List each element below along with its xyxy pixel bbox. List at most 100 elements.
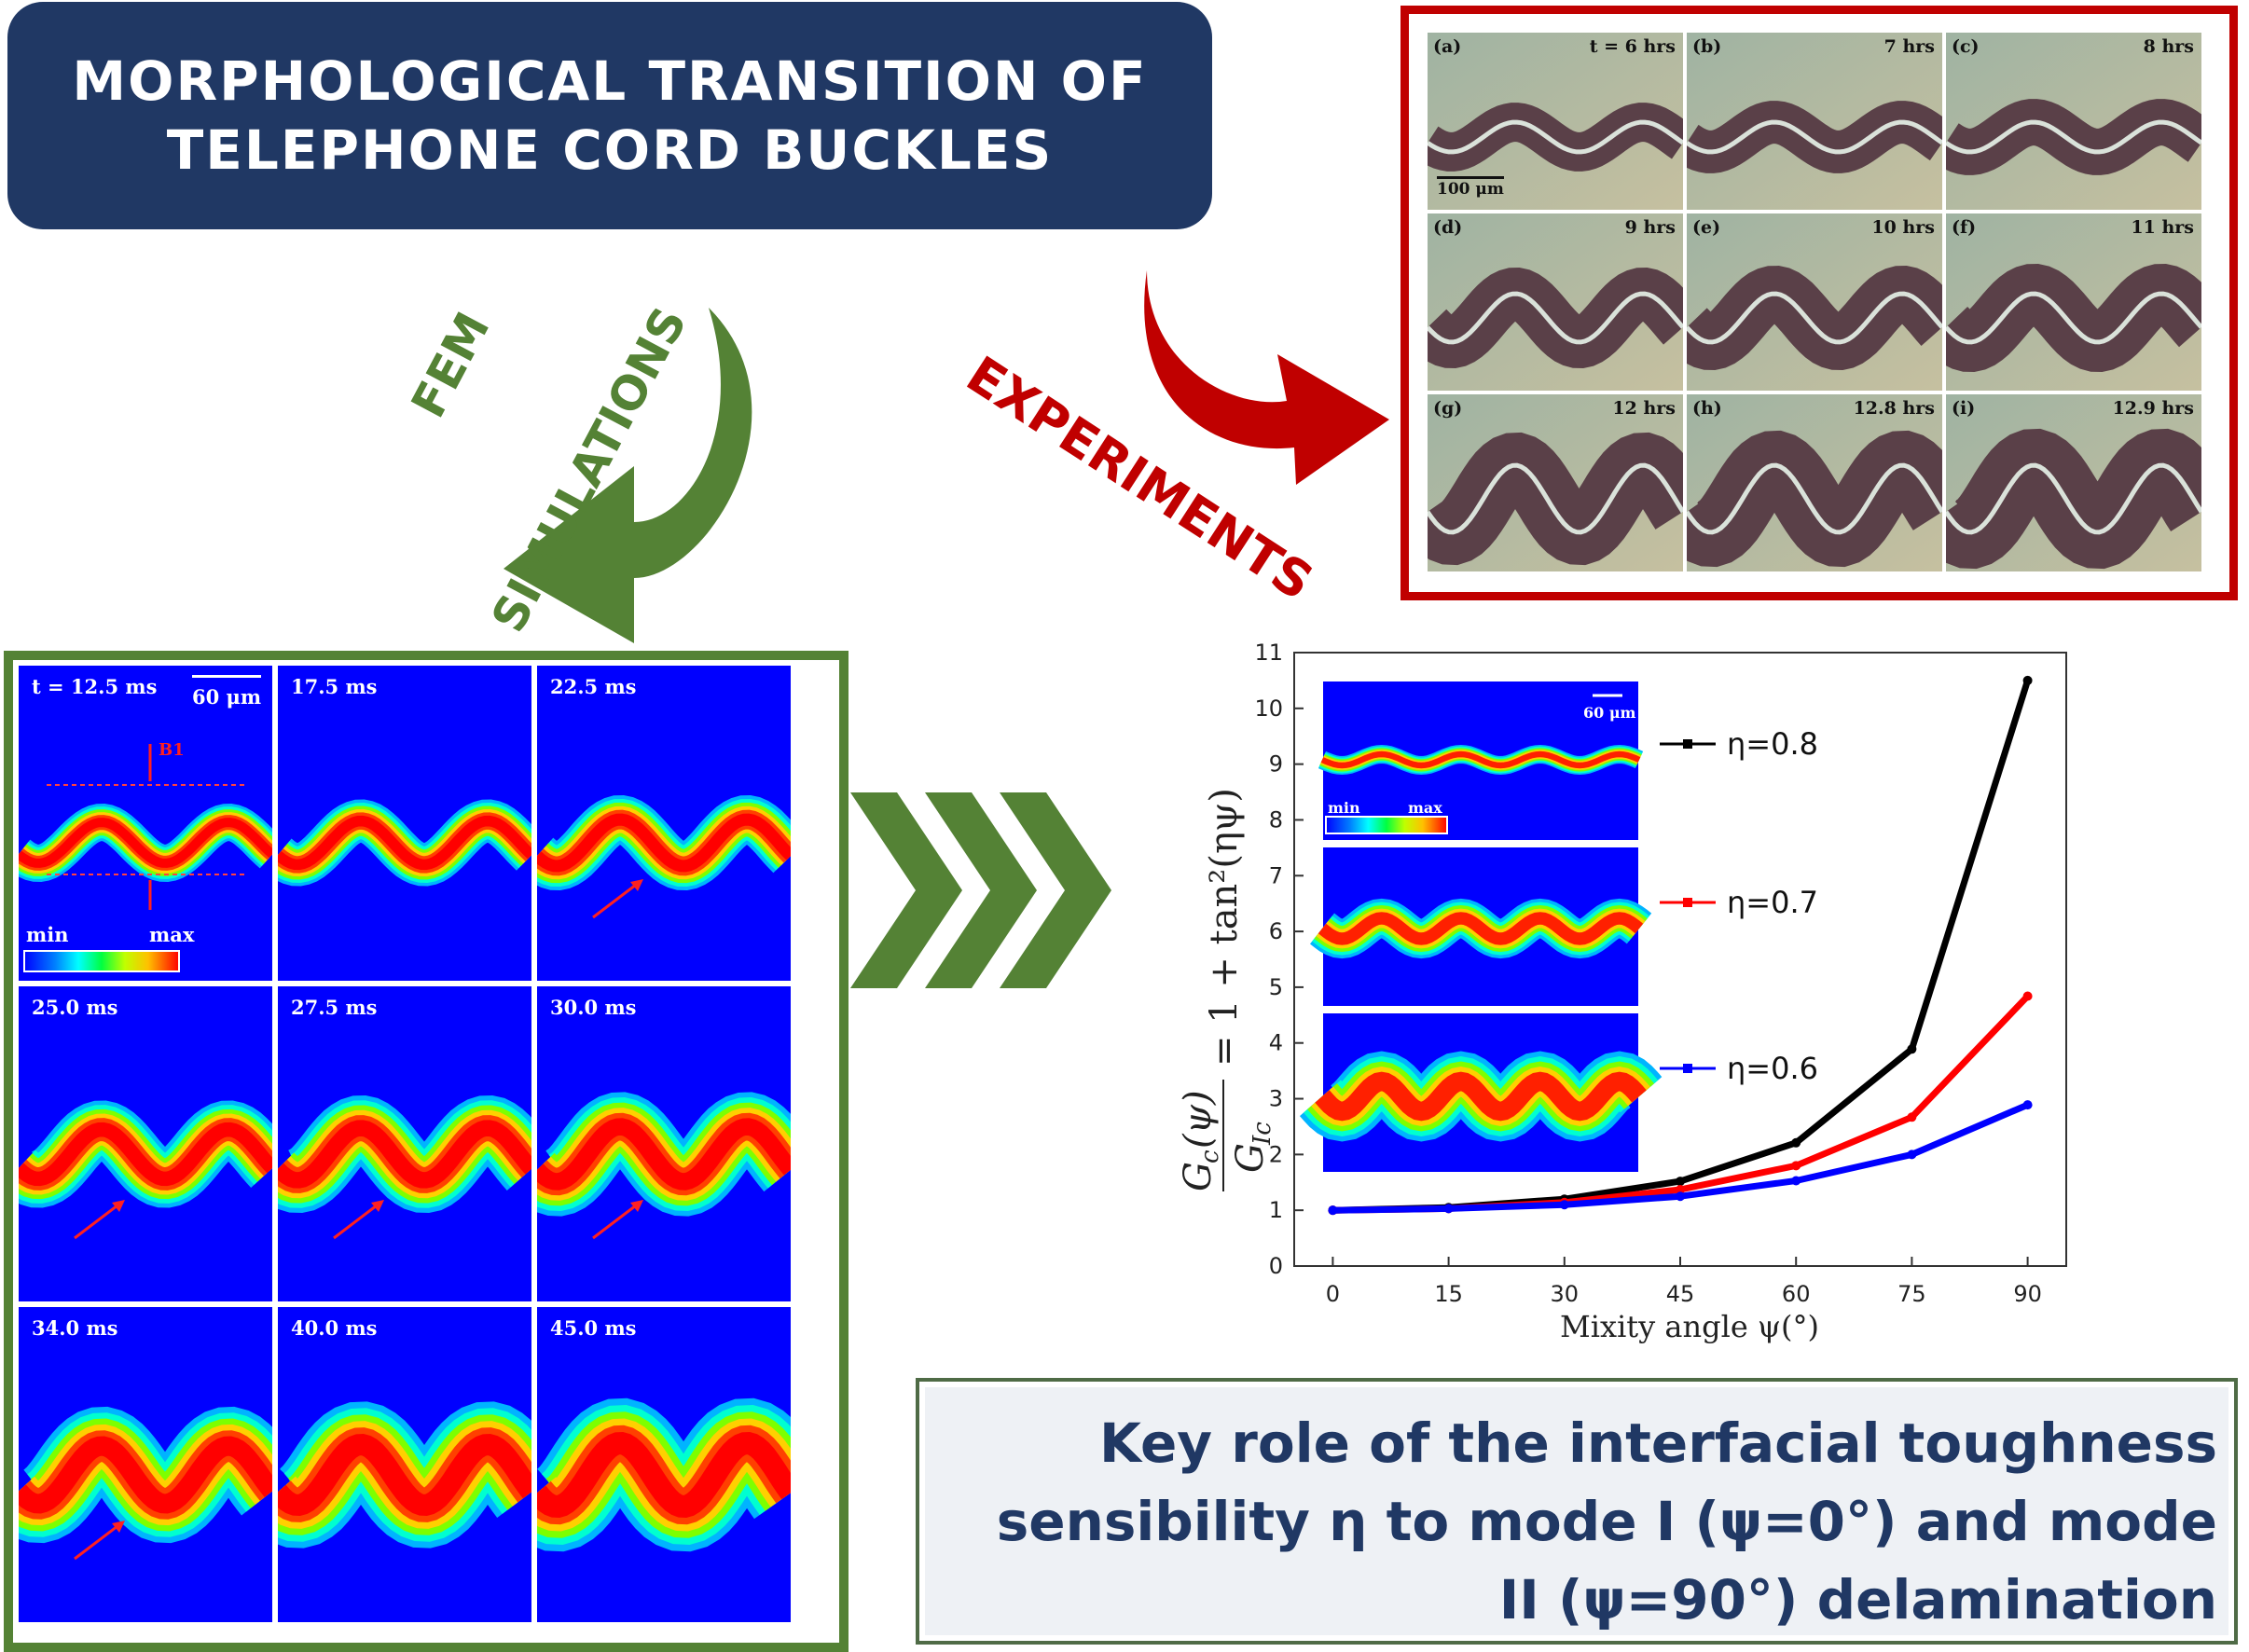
x-tick-label: 90 (2013, 1281, 2042, 1307)
series-point (1791, 1161, 1801, 1171)
key-message-box: Key role of the interfacial toughness se… (916, 1378, 2238, 1645)
legend-marker (1683, 898, 1692, 907)
micrograph (1946, 394, 2201, 571)
panel-id-label: (a) (1433, 36, 1462, 57)
panel-id-label: (f) (1952, 217, 1977, 238)
title-line-1: MORPHOLOGICAL TRANSITION OF (72, 49, 1148, 113)
colorbar-min-label: min (26, 923, 69, 946)
panel-time-label: 9 hrs (1624, 217, 1676, 238)
y-tick-label: 3 (1269, 1086, 1283, 1112)
series-point (1791, 1137, 1801, 1148)
legend-label: η=0.8 (1727, 726, 1818, 762)
simulation-tile: 22.5 ms (537, 666, 791, 981)
simulation-tile: 27.5 ms (278, 986, 531, 1301)
simulation-tile: 40.0 ms (278, 1307, 531, 1622)
y-tick-label: 6 (1269, 918, 1283, 944)
y-label-arg: (ψ) (1177, 1090, 1220, 1149)
red-arrow-icon (333, 1200, 384, 1240)
x-tick-label: 15 (1434, 1281, 1463, 1307)
panel-id-label: (h) (1692, 398, 1722, 419)
simulation-time-label: 30.0 ms (550, 996, 637, 1019)
y-tick-label: 7 (1269, 862, 1283, 888)
simulation-tile: t = 12.5 ms 60 μm B1 min max (19, 666, 272, 981)
key-message: Key role of the interfacial toughness se… (931, 1404, 2217, 1639)
y-tick-label: 5 (1269, 974, 1283, 1000)
y-tick-label: 9 (1269, 751, 1283, 778)
series-point (1443, 1204, 1454, 1214)
series-point (1676, 1177, 1685, 1187)
panel-id-label: (g) (1433, 398, 1463, 419)
red-arrow-icon (74, 1521, 125, 1561)
inset-scale-label: 60 μm (1583, 704, 1636, 722)
contour-field (19, 1307, 272, 1622)
simulation-time-label: 34.0 ms (32, 1316, 118, 1340)
red-arrow-icon (74, 1200, 125, 1240)
series-point (1328, 1205, 1338, 1216)
micrograph (1428, 33, 1683, 210)
x-axis-label: Mixity angle ψ(°) (1560, 1309, 1819, 1344)
experiment-tile: (d) 9 hrs (1428, 213, 1683, 391)
simulations-panel: t = 12.5 ms 60 μm B1 min max 17.5 ms 22.5 ms 25… (4, 651, 849, 1652)
fem-arrow (504, 308, 752, 643)
contour-field (537, 986, 791, 1301)
panel-id-label: (b) (1692, 36, 1722, 57)
title-banner: MORPHOLOGICAL TRANSITION OF TELEPHONE CO… (7, 2, 1212, 229)
contour-field (19, 986, 272, 1301)
inset-contour (1318, 912, 1644, 945)
scale-bar-label: 60 μm (192, 675, 262, 709)
simulation-tile: 45.0 ms (537, 1307, 791, 1622)
key-message-line-2: sensibility η to mode I (ψ=0°) and mode (996, 1490, 2217, 1553)
contour-field (278, 1307, 531, 1622)
x-tick-label: 30 (1551, 1281, 1580, 1307)
micrograph (1428, 213, 1683, 391)
series-point (2022, 991, 2033, 1001)
panel-time-label: 12.8 hrs (1853, 398, 1935, 419)
experiment-tile: (b) 7 hrs (1687, 33, 1942, 210)
y-tick-label: 8 (1269, 806, 1283, 833)
contour-field (278, 986, 531, 1301)
red-arrow-icon (592, 1200, 643, 1240)
simulation-time-label: 40.0 ms (291, 1316, 378, 1340)
legend-marker (1683, 1064, 1692, 1073)
scale-bar-label: 100 μm (1437, 176, 1504, 199)
experiment-tile: (c) 8 hrs (1946, 33, 2201, 210)
inset-contour (1315, 1071, 1647, 1122)
experiments-arrow (1144, 270, 1389, 485)
b1-label: B1 (159, 740, 185, 760)
y-tick-label: 10 (1254, 695, 1283, 722)
series-point (2022, 675, 2033, 685)
contour-field (537, 666, 791, 981)
panel-id-label: (c) (1952, 36, 1980, 57)
micrograph (1687, 213, 1942, 391)
y-tick-label: 4 (1269, 1030, 1283, 1056)
x-tick-label: 45 (1666, 1281, 1695, 1307)
red-arrow-icon (592, 879, 643, 919)
micrograph (1946, 213, 2201, 391)
experiment-tile: (g) 12 hrs (1428, 394, 1683, 571)
simulation-tile: 17.5 ms (278, 666, 531, 981)
panel-time-label: 11 hrs (2131, 217, 2194, 238)
y-tick-label: 11 (1254, 640, 1283, 666)
simulation-time-label: 22.5 ms (550, 675, 637, 698)
inset-colorbar (1325, 816, 1448, 834)
series-point (1791, 1176, 1801, 1186)
simulation-time-label: 25.0 ms (32, 996, 118, 1019)
colorbar-max-label: max (149, 923, 195, 946)
y-label-numerator: G (1177, 1162, 1220, 1191)
panel-time-label: t = 6 hrs (1589, 36, 1676, 57)
simulation-tile: 34.0 ms (19, 1307, 272, 1622)
series-point (1559, 1200, 1569, 1210)
experiment-tile: (i) 12.9 hrs (1946, 394, 2201, 571)
y-axis-label: Gc(ψ)GIc= 1 + tan²(ηψ) (1177, 788, 1276, 1191)
y-tick-label: 1 (1269, 1197, 1283, 1223)
panel-id-label: (d) (1433, 217, 1463, 238)
y-label-denominator-sub: Ic (1249, 1122, 1276, 1146)
x-tick-label: 0 (1326, 1281, 1340, 1307)
micrograph (1687, 33, 1942, 210)
legend-label: η=0.6 (1727, 1051, 1818, 1086)
simulation-tile: 30.0 ms (537, 986, 791, 1301)
micrograph (1428, 394, 1683, 571)
simulation-time-label: 27.5 ms (291, 996, 378, 1019)
panel-id-label: (i) (1952, 398, 1976, 419)
series-point (2022, 1100, 2033, 1110)
